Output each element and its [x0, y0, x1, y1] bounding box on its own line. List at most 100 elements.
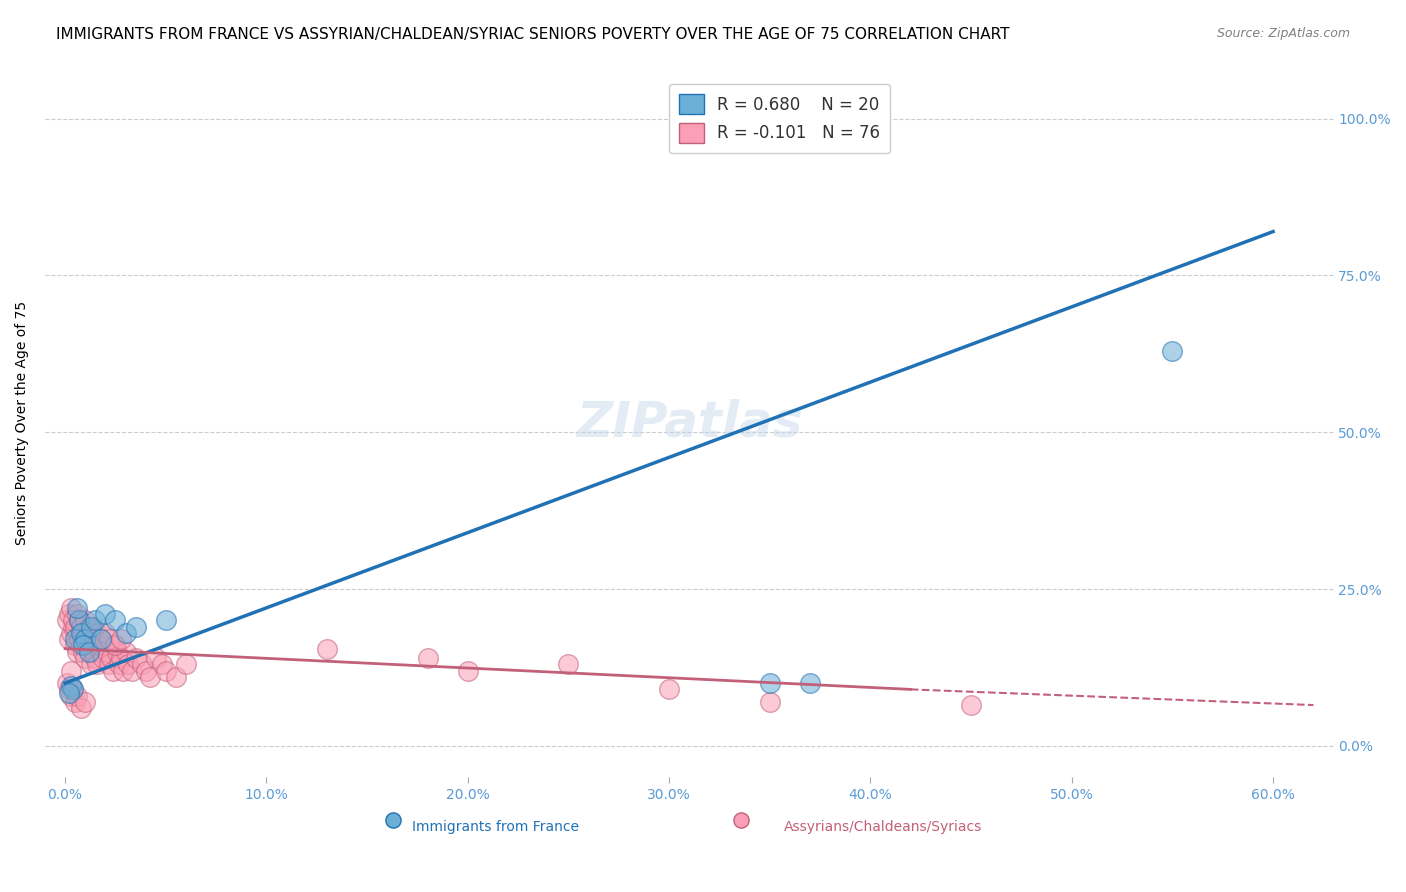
Point	[94, 626, 117, 640]
Point	[112, 664, 135, 678]
Point	[93, 651, 115, 665]
Text: ZIPatlas: ZIPatlas	[576, 399, 803, 447]
Point	[70, 701, 93, 715]
Point	[1142, 776, 1164, 790]
Point	[94, 639, 117, 653]
Point	[62, 614, 84, 628]
Point	[104, 639, 127, 653]
Point	[799, 676, 821, 690]
Point	[58, 682, 80, 697]
Point	[98, 632, 121, 647]
Point	[100, 651, 122, 665]
Point	[94, 607, 117, 621]
Point	[165, 670, 187, 684]
Point	[145, 651, 167, 665]
Point	[84, 614, 107, 628]
Point	[114, 626, 136, 640]
Point	[67, 614, 90, 628]
Point	[758, 695, 780, 709]
Point	[131, 657, 153, 672]
Point	[58, 607, 80, 621]
Point	[75, 632, 97, 647]
Point	[155, 614, 177, 628]
Point	[77, 632, 100, 647]
Point	[658, 682, 681, 697]
Point	[63, 632, 86, 647]
Point	[110, 651, 132, 665]
Point	[960, 698, 983, 712]
Point	[82, 645, 104, 659]
Text: Source: ZipAtlas.com: Source: ZipAtlas.com	[1216, 27, 1350, 40]
Y-axis label: Seniors Poverty Over the Age of 75: Seniors Poverty Over the Age of 75	[15, 301, 30, 545]
Point	[66, 645, 89, 659]
Point	[82, 620, 104, 634]
Point	[63, 695, 86, 709]
Point	[416, 651, 439, 665]
Point	[90, 645, 112, 659]
Point	[58, 685, 80, 699]
Point	[457, 664, 479, 678]
Point	[104, 614, 127, 628]
Point	[62, 682, 84, 697]
Point	[66, 607, 89, 621]
Point	[70, 639, 93, 653]
Point	[66, 689, 89, 703]
Point	[108, 657, 131, 672]
Point	[58, 632, 80, 647]
Point	[72, 645, 94, 659]
Legend: R = 0.680    N = 20, R = -0.101   N = 76: R = 0.680 N = 20, R = -0.101 N = 76	[669, 84, 890, 153]
Point	[67, 632, 90, 647]
Point	[60, 679, 83, 693]
Point	[758, 676, 780, 690]
Point	[174, 657, 197, 672]
Point	[66, 600, 89, 615]
Point	[117, 657, 139, 672]
Point	[70, 620, 93, 634]
Point	[80, 657, 103, 672]
Point	[77, 645, 100, 659]
Point	[107, 645, 129, 659]
Point	[779, 112, 801, 126]
Point	[80, 620, 103, 634]
Point	[84, 632, 107, 647]
Point	[77, 620, 100, 634]
Point	[84, 651, 107, 665]
Point	[103, 664, 125, 678]
Point	[110, 632, 132, 647]
Point	[150, 657, 173, 672]
Point	[63, 639, 86, 653]
Point	[90, 632, 112, 647]
Point	[62, 620, 84, 634]
Point	[98, 657, 121, 672]
Point	[124, 651, 146, 665]
Text: Assyrians/Chaldeans/Syriacs: Assyrians/Chaldeans/Syriacs	[783, 820, 981, 834]
Point	[60, 626, 83, 640]
Point	[70, 626, 93, 640]
Point	[67, 614, 90, 628]
Point	[155, 664, 177, 678]
Point	[75, 614, 97, 628]
Text: Immigrants from France: Immigrants from France	[412, 820, 579, 834]
Point	[114, 645, 136, 659]
Point	[75, 695, 97, 709]
Point	[598, 776, 620, 790]
Point	[86, 657, 108, 672]
Point	[135, 664, 157, 678]
Point	[60, 664, 83, 678]
Point	[1161, 343, 1184, 358]
Point	[60, 689, 83, 703]
Point	[75, 651, 97, 665]
Point	[89, 639, 111, 653]
Point	[138, 670, 160, 684]
Point	[124, 620, 146, 634]
Point	[315, 641, 337, 656]
Point	[104, 639, 127, 653]
Point	[121, 664, 143, 678]
Point	[96, 645, 118, 659]
Point	[63, 620, 86, 634]
Point	[90, 632, 112, 647]
Point	[72, 626, 94, 640]
Point	[86, 626, 108, 640]
Point	[557, 657, 579, 672]
Text: IMMIGRANTS FROM FRANCE VS ASSYRIAN/CHALDEAN/SYRIAC SENIORS POVERTY OVER THE AGE : IMMIGRANTS FROM FRANCE VS ASSYRIAN/CHALD…	[56, 27, 1010, 42]
